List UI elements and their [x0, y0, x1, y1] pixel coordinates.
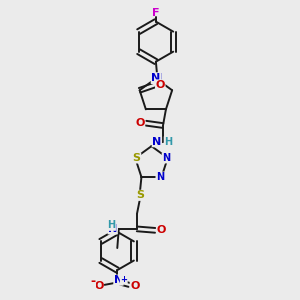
Text: S: S: [136, 190, 144, 200]
Text: N: N: [114, 275, 123, 285]
Text: N: N: [153, 73, 162, 83]
Text: N: N: [156, 172, 164, 182]
Text: +: +: [120, 275, 127, 284]
Text: N: N: [151, 74, 160, 83]
Text: O: O: [135, 118, 145, 128]
Text: S: S: [133, 153, 141, 163]
Text: F: F: [152, 8, 160, 18]
Text: N: N: [152, 137, 161, 147]
Text: O: O: [156, 80, 165, 90]
Text: O: O: [130, 281, 140, 291]
Text: H: H: [164, 137, 172, 147]
Text: H: H: [107, 220, 116, 230]
Text: O: O: [157, 225, 166, 236]
Text: N: N: [108, 224, 117, 234]
Text: N: N: [162, 153, 170, 163]
Text: -: -: [90, 275, 95, 288]
Text: O: O: [94, 281, 104, 291]
